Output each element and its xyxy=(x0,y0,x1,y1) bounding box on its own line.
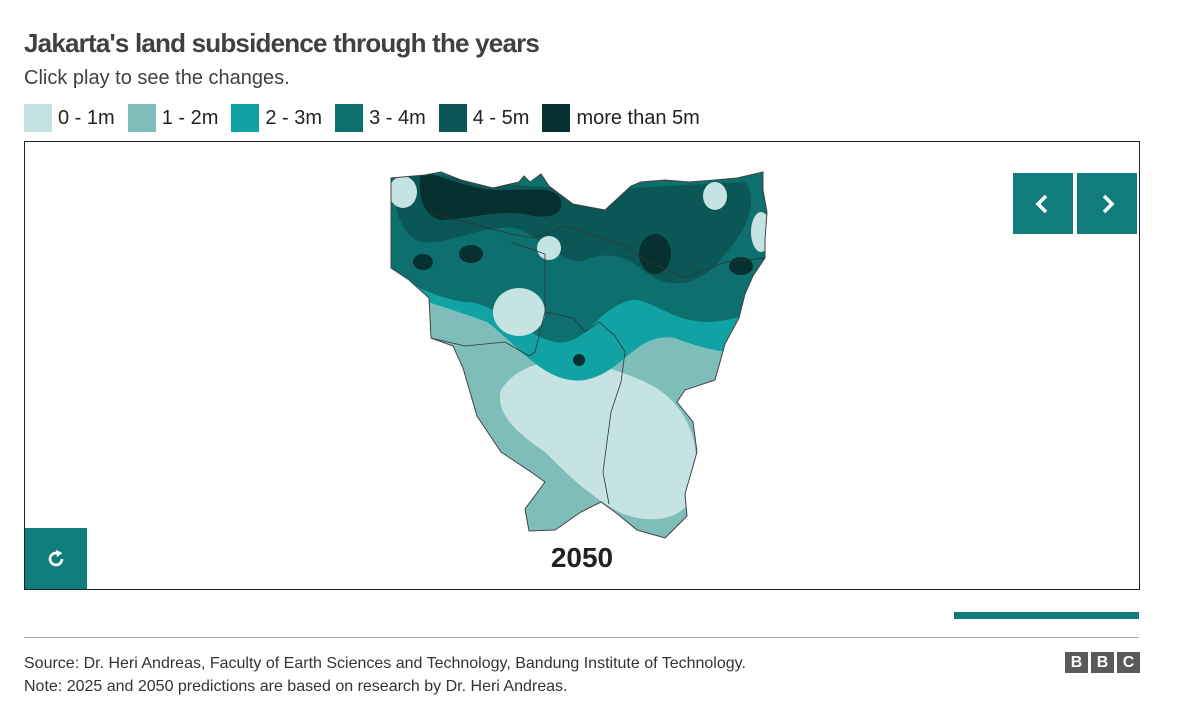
legend-item: 4 - 5m xyxy=(438,104,530,132)
year-label: 2050 xyxy=(550,542,614,573)
page-title: Jakarta's land subsidence through the ye… xyxy=(24,28,540,58)
logo-letter: B xyxy=(1091,652,1114,673)
legend-label: 1 - 2m xyxy=(161,106,219,129)
logo-letter: B xyxy=(1065,652,1088,673)
legend-swatch xyxy=(231,104,260,132)
divider xyxy=(24,637,1139,638)
subsidence-map xyxy=(390,171,768,539)
page-subtitle: Click play to see the changes. xyxy=(24,67,290,89)
replay-icon xyxy=(48,549,64,566)
chevron-left-icon xyxy=(1035,194,1048,213)
legend-label: 2 - 3m xyxy=(265,106,323,129)
legend-label: more than 5m xyxy=(576,106,700,129)
bbc-logo: B B C xyxy=(1062,652,1140,673)
legend-item: 1 - 2m xyxy=(127,104,219,132)
previous-button[interactable] xyxy=(1013,173,1073,234)
source-note: Source: Dr. Heri Andreas, Faculty of Ear… xyxy=(24,652,746,698)
legend-item: 2 - 3m xyxy=(231,104,322,132)
legend-swatch xyxy=(24,104,52,132)
legend: 0 - 1m 1 - 2m 2 - 3m 3 - 4m 4 - 5m more … xyxy=(24,103,713,133)
legend-item: 0 - 1m xyxy=(24,104,115,132)
legend-label: 3 - 4m xyxy=(369,106,426,129)
source-text: Source: Dr. Heri Andreas, Faculty of Ear… xyxy=(24,655,746,672)
next-button[interactable] xyxy=(1077,173,1137,234)
replay-button[interactable] xyxy=(25,528,87,589)
note-text: Note: 2025 and 2050 predictions are base… xyxy=(24,678,568,695)
legend-swatch xyxy=(335,104,364,132)
jakarta-region xyxy=(391,172,767,538)
legend-label: 0 - 1m xyxy=(58,106,115,129)
district-boundaries xyxy=(428,211,766,505)
legend-swatch xyxy=(438,104,467,132)
legend-swatch xyxy=(542,104,571,132)
legend-item: 3 - 4m xyxy=(335,104,426,132)
progress-bar xyxy=(954,612,1139,619)
chevron-right-icon xyxy=(1102,194,1115,213)
logo-letter: C xyxy=(1117,652,1140,673)
legend-item: more than 5m xyxy=(542,104,700,132)
legend-label: 4 - 5m xyxy=(472,106,530,129)
map-frame: 2050 xyxy=(24,141,1140,590)
legend-swatch xyxy=(127,104,156,132)
